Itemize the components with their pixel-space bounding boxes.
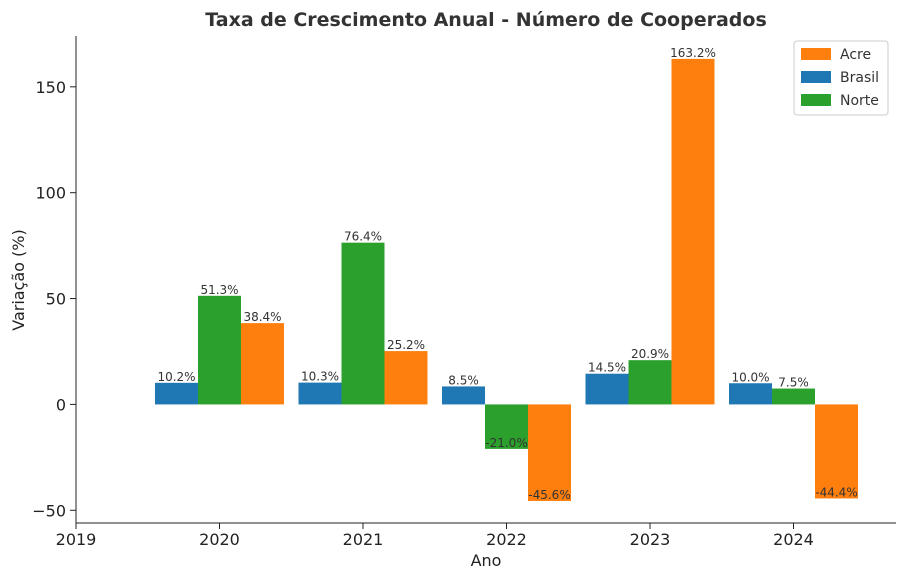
y-tick-label: 150 (35, 78, 66, 97)
data-label-acre-2020: 38.4% (243, 310, 281, 324)
legend-label-acre: Acre (840, 47, 871, 63)
data-label-brasil-2021: 10.3% (301, 370, 339, 384)
x-tick-label: 2023 (630, 530, 671, 549)
bar-brasil-2021 (298, 382, 342, 405)
data-labels-layer: 10.2% 10.3% 8.5% 14.5% 10.0% 51.3% 76.4% -21.0%… (157, 46, 857, 502)
data-label-norte-2021: 76.4% (344, 230, 382, 244)
data-label-norte-2020: 51.3% (200, 283, 238, 297)
x-tick-label: 2021 (343, 530, 384, 549)
legend-swatch-acre (801, 48, 831, 60)
y-axis-label: Variação (%) (9, 229, 28, 331)
bar-acre-2024 (815, 404, 858, 499)
chart-title: Taxa de Crescimento Anual - Número de Co… (205, 9, 767, 31)
data-label-acre-2021: 25.2% (387, 338, 425, 352)
bar-acre-2021 (384, 351, 428, 405)
bar-norte-2022 (485, 404, 528, 449)
y-tick-label: 100 (35, 184, 66, 203)
x-tick-label: 2019 (56, 530, 97, 549)
x-ticks: 2019 2020 2021 2022 2023 2024 (56, 523, 814, 549)
x-tick-label: 2024 (773, 530, 814, 549)
y-tick-label: −50 (32, 501, 66, 520)
bar-brasil-2024 (729, 383, 772, 405)
data-label-acre-2024: -44.4% (815, 485, 857, 499)
bar-acre-2020 (241, 323, 284, 405)
data-label-brasil-2022: 8.5% (448, 373, 479, 387)
bar-norte-2023 (628, 360, 672, 405)
bar-acre-2023 (671, 58, 715, 405)
bar-norte-2021 (341, 242, 385, 405)
data-label-norte-2024: 7.5% (778, 376, 809, 390)
y-tick-label: 0 (56, 395, 66, 414)
data-label-brasil-2023: 14.5% (588, 361, 626, 375)
bar-brasil-2023 (585, 373, 629, 405)
x-axis-label: Ano (471, 551, 502, 570)
bar-norte-2020 (198, 295, 241, 405)
data-label-brasil-2024: 10.0% (731, 370, 769, 384)
x-tick-label: 2020 (199, 530, 240, 549)
bar-brasil-2022 (442, 386, 485, 405)
legend-label-norte: Norte (840, 93, 879, 109)
data-label-norte-2023: 20.9% (631, 347, 669, 361)
legend-swatch-norte (801, 94, 831, 106)
y-ticks: −50 0 50 100 150 (32, 78, 76, 520)
legend: Acre Brasil Norte (793, 40, 889, 116)
data-label-brasil-2020: 10.2% (157, 370, 195, 384)
data-label-norte-2022: -21.0% (485, 436, 527, 450)
legend-label-brasil: Brasil (840, 70, 879, 86)
data-label-acre-2023: 163.2% (670, 46, 716, 60)
x-tick-label: 2022 (486, 530, 527, 549)
bar-acre-2022 (528, 404, 571, 501)
bar-brasil-2020 (155, 382, 198, 405)
bars-layer (155, 58, 858, 501)
legend-swatch-brasil (801, 71, 831, 83)
axes (75, 36, 896, 524)
y-tick-label: 50 (46, 290, 66, 309)
bar-norte-2024 (772, 388, 815, 405)
data-label-acre-2022: -45.6% (528, 488, 570, 502)
